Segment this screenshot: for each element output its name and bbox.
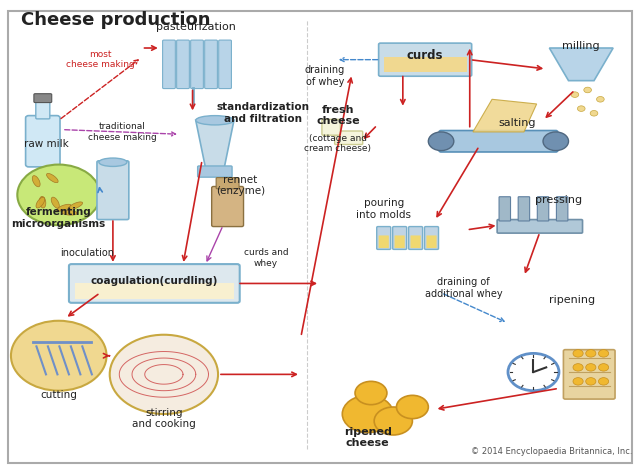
Circle shape [355, 381, 387, 405]
FancyBboxPatch shape [163, 40, 175, 89]
Circle shape [109, 335, 218, 414]
Circle shape [17, 165, 100, 225]
Text: ripened
cheese: ripened cheese [344, 426, 392, 448]
Text: inoculation: inoculation [60, 248, 115, 258]
FancyBboxPatch shape [205, 40, 218, 89]
FancyBboxPatch shape [335, 131, 363, 144]
FancyBboxPatch shape [518, 197, 530, 221]
Text: rennet
(enzyme): rennet (enzyme) [216, 175, 265, 197]
FancyBboxPatch shape [379, 43, 472, 76]
Text: ripening: ripening [548, 295, 595, 305]
FancyBboxPatch shape [26, 116, 60, 167]
Circle shape [342, 395, 394, 432]
Circle shape [598, 363, 609, 371]
FancyBboxPatch shape [538, 197, 548, 221]
FancyBboxPatch shape [36, 98, 50, 119]
FancyBboxPatch shape [69, 264, 240, 303]
Circle shape [543, 132, 568, 151]
Text: pressing: pressing [536, 195, 582, 204]
FancyBboxPatch shape [97, 161, 129, 219]
Circle shape [577, 106, 585, 112]
FancyBboxPatch shape [393, 227, 406, 250]
Ellipse shape [47, 174, 58, 183]
Text: coagulation(curdling): coagulation(curdling) [91, 276, 218, 286]
Text: cutting: cutting [40, 390, 77, 401]
Circle shape [508, 353, 559, 391]
Ellipse shape [36, 197, 45, 208]
FancyBboxPatch shape [377, 227, 391, 250]
Text: pouring
into molds: pouring into molds [356, 198, 412, 219]
FancyBboxPatch shape [563, 350, 615, 399]
Circle shape [586, 378, 596, 385]
Circle shape [571, 92, 579, 98]
FancyBboxPatch shape [394, 235, 404, 248]
Circle shape [598, 350, 609, 357]
Circle shape [586, 363, 596, 371]
FancyBboxPatch shape [499, 197, 511, 221]
Circle shape [573, 378, 583, 385]
Circle shape [396, 395, 428, 419]
Text: draining of
additional whey: draining of additional whey [424, 277, 502, 299]
FancyBboxPatch shape [198, 166, 232, 177]
Polygon shape [196, 120, 234, 167]
FancyBboxPatch shape [177, 40, 189, 89]
Circle shape [586, 350, 596, 357]
Text: pasteurization: pasteurization [156, 22, 236, 32]
Text: fresh
cheese: fresh cheese [316, 105, 360, 127]
FancyBboxPatch shape [216, 178, 239, 189]
FancyBboxPatch shape [379, 235, 389, 248]
Text: traditional
cheese making: traditional cheese making [88, 122, 157, 142]
FancyBboxPatch shape [34, 94, 52, 103]
Ellipse shape [32, 175, 40, 187]
Ellipse shape [61, 211, 77, 215]
Ellipse shape [99, 158, 127, 166]
Text: standardization
and filtration: standardization and filtration [216, 103, 309, 124]
FancyBboxPatch shape [191, 40, 204, 89]
FancyBboxPatch shape [8, 11, 632, 463]
FancyBboxPatch shape [408, 227, 422, 250]
FancyBboxPatch shape [322, 119, 340, 135]
Circle shape [590, 111, 598, 116]
Circle shape [11, 321, 106, 391]
Text: raw milk: raw milk [24, 138, 68, 149]
Circle shape [573, 363, 583, 371]
Polygon shape [473, 99, 537, 132]
Circle shape [598, 378, 609, 385]
Text: stirring
and cooking: stirring and cooking [132, 408, 196, 430]
FancyBboxPatch shape [410, 235, 420, 248]
FancyBboxPatch shape [212, 187, 244, 227]
Ellipse shape [56, 204, 71, 211]
Text: curds and
whey: curds and whey [244, 248, 288, 267]
Text: curds: curds [407, 49, 444, 62]
Ellipse shape [68, 202, 83, 209]
Text: draining
of whey: draining of whey [305, 65, 345, 87]
FancyBboxPatch shape [556, 197, 568, 221]
Text: salting: salting [499, 118, 536, 128]
Circle shape [374, 407, 412, 435]
Ellipse shape [196, 116, 234, 125]
FancyBboxPatch shape [424, 227, 438, 250]
Text: © 2014 Encyclopaedia Britannica, Inc.: © 2014 Encyclopaedia Britannica, Inc. [471, 447, 632, 456]
Polygon shape [549, 48, 613, 81]
FancyBboxPatch shape [75, 283, 234, 299]
Text: most
cheese making: most cheese making [66, 50, 134, 69]
FancyBboxPatch shape [426, 235, 436, 248]
Ellipse shape [40, 197, 46, 208]
Circle shape [573, 350, 583, 357]
Ellipse shape [51, 197, 60, 208]
Text: Cheese production: Cheese production [20, 11, 210, 29]
Circle shape [596, 97, 604, 102]
FancyBboxPatch shape [497, 219, 582, 233]
Circle shape [428, 132, 454, 151]
FancyBboxPatch shape [384, 57, 467, 73]
Text: fermenting
microorganisms: fermenting microorganisms [12, 207, 106, 229]
Text: (cottage and
cream cheese): (cottage and cream cheese) [305, 134, 371, 153]
Text: milling: milling [563, 41, 600, 51]
FancyBboxPatch shape [439, 130, 557, 152]
FancyBboxPatch shape [219, 40, 232, 89]
Circle shape [584, 87, 591, 93]
